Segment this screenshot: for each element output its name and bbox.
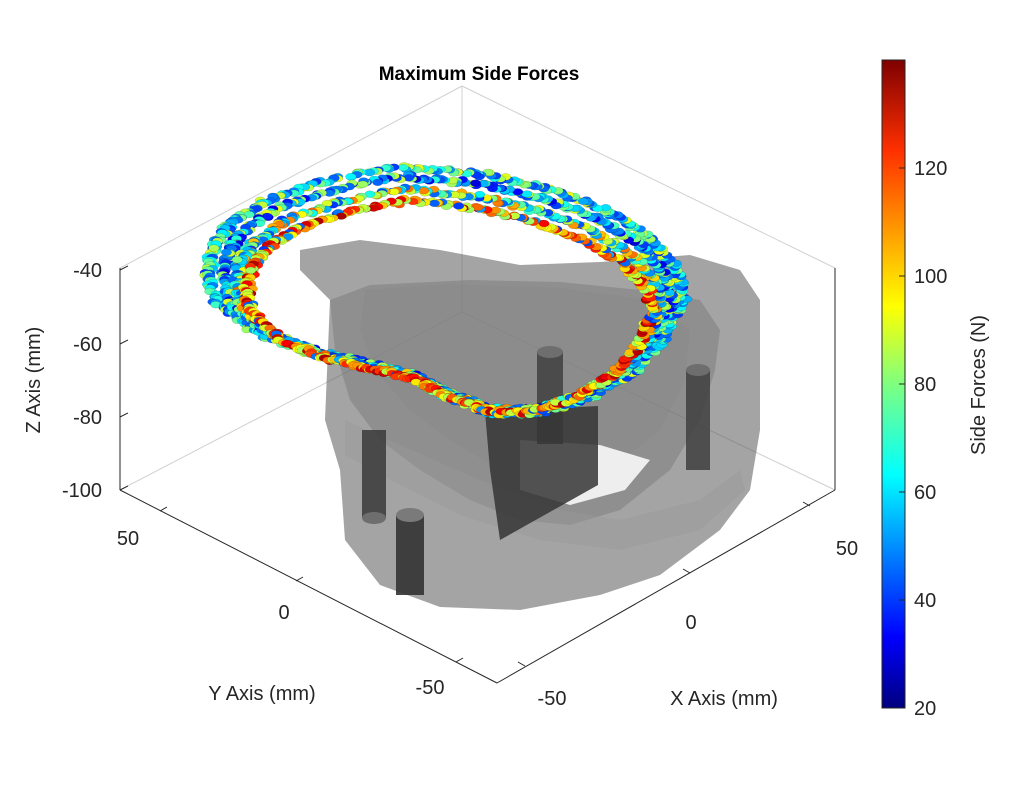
force-point (372, 178, 384, 187)
force-point (231, 256, 243, 264)
z-tick-label: -60 (73, 334, 102, 356)
y-tick-label: -50 (416, 677, 445, 699)
solid-ledge (345, 420, 745, 550)
peg-front (396, 508, 424, 595)
force-point (577, 197, 589, 205)
force-point (453, 202, 465, 210)
force-point (538, 219, 550, 228)
colorbar-ticks: 20 40 60 80 100 120 (899, 158, 947, 720)
z-tick-label: -40 (73, 260, 102, 282)
peg-right (686, 364, 710, 470)
colorbar-tick-label: 100 (914, 266, 947, 288)
y-tick-label: 50 (117, 528, 139, 550)
force-point (345, 172, 357, 181)
y-tick-label: 0 (278, 602, 289, 624)
force-point (357, 180, 369, 188)
colorbar-tick-label: 60 (914, 482, 936, 504)
x-tick-label: -50 (538, 688, 567, 710)
colorbar-tick-label: 80 (914, 374, 936, 396)
colorbar-tick-label: 20 (914, 698, 936, 720)
x-tick-label: 0 (685, 612, 696, 634)
z-axis-label: Z Axis (mm) (23, 327, 45, 434)
force-point (397, 163, 409, 172)
colorbar-tick-label: 120 (914, 158, 947, 180)
force-point (220, 248, 232, 256)
force-point (245, 266, 257, 275)
knee-implant-solid (300, 240, 760, 610)
x-tick-label: 50 (836, 538, 858, 560)
force-point (470, 179, 482, 187)
central-fin (485, 406, 598, 540)
y-axis-label: Y Axis (mm) (208, 683, 315, 705)
x-axis-label: X Axis (mm) (670, 688, 778, 710)
colorbar-label: Side Forces (N) (968, 315, 990, 455)
z-tick-label: -100 (62, 480, 102, 502)
z-axis-ticks (119, 265, 129, 491)
side-force-markers (199, 162, 693, 419)
force-point (208, 244, 220, 252)
solid-recess (360, 284, 690, 490)
z-tick-label: -80 (73, 407, 102, 429)
force-point (428, 199, 440, 207)
peg-left (362, 430, 386, 524)
chart-title: Maximum Side Forces (379, 64, 580, 85)
colorbar-tick-label: 40 (914, 590, 936, 612)
